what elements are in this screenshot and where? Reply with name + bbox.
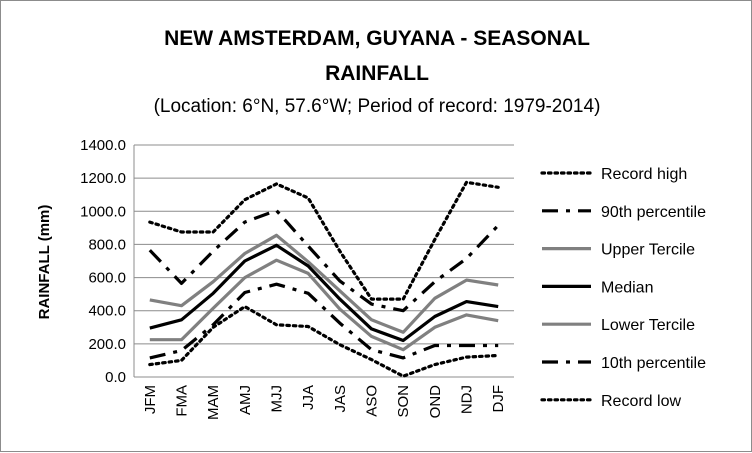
y-tick-label: 400.0 <box>88 303 126 320</box>
legend-label: 10th percentile <box>601 355 706 372</box>
series-line-record-low <box>148 305 500 378</box>
y-tick-label: 1200.0 <box>80 170 126 187</box>
x-tick-label: OND <box>427 385 444 419</box>
x-tick-label: MJJ <box>269 385 286 413</box>
legend-label: Record high <box>601 166 687 183</box>
chart-title-line2: RAINFALL <box>325 62 429 85</box>
x-tick-label: MAM <box>205 385 222 420</box>
legend-label: Upper Tercile <box>601 242 695 259</box>
series-line-upper-tercile <box>149 233 499 334</box>
x-tick-label: ASO <box>364 385 381 417</box>
series-lines <box>148 180 500 378</box>
y-tick-label: 200.0 <box>88 336 126 353</box>
series-line-lower-tercile <box>149 258 499 352</box>
x-tick-labels: JFM FMA MAM AMJ MJJ JJA JAS ASO SON OND NDJ DJF <box>142 385 507 420</box>
y-axis-label: RAINFALL (mm) <box>36 205 53 320</box>
legend-label: Median <box>601 279 653 296</box>
series-line-90th-percentile <box>148 208 500 313</box>
x-tick-label: FMA <box>174 385 191 417</box>
x-tick-label: JFM <box>142 385 159 414</box>
chart-title-line1: NEW AMSTERDAM, GUYANA - SEASONAL <box>164 27 590 50</box>
y-tick-label: 1000.0 <box>80 203 126 220</box>
gridlines <box>134 144 514 345</box>
x-tick-label: JAS <box>332 385 349 413</box>
y-tick-labels: 0.0 200.0 400.0 600.0 800.0 1000.0 1200.0 1400.… <box>80 137 126 386</box>
legend-label: Lower Tercile <box>601 317 695 334</box>
x-tick-label: DJF <box>490 385 507 413</box>
y-tick-label: 800.0 <box>88 236 126 253</box>
y-tick-label: 0.0 <box>105 369 126 386</box>
legend: Record high 90th percentile Upper Tercile M… <box>540 166 706 410</box>
chart-subtitle: (Location: 6°N, 57.6°W; Period of record… <box>154 96 601 117</box>
y-tick-label: 1400.0 <box>80 137 126 154</box>
y-tick-label: 600.0 <box>88 270 126 287</box>
series-line-10th-percentile <box>149 282 499 360</box>
axes <box>133 145 514 378</box>
series-line-median <box>149 243 499 343</box>
x-tick-label: JJA <box>300 385 317 410</box>
x-tick-label: SON <box>395 385 412 418</box>
legend-label: Record low <box>601 393 681 410</box>
x-tick-label: AMJ <box>237 385 254 415</box>
series-line-record-high <box>148 180 500 301</box>
x-tick-label: NDJ <box>459 385 476 414</box>
legend-label: 90th percentile <box>601 204 706 221</box>
